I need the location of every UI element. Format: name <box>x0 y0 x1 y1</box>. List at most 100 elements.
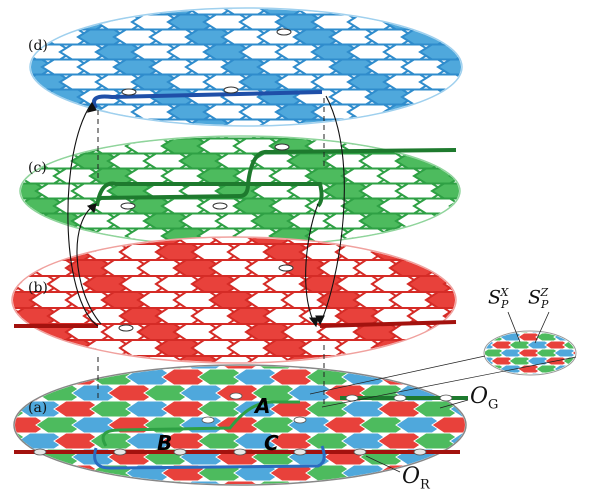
panel-a-hexagon-151 <box>359 480 409 484</box>
inset-hexagon-62 <box>500 381 524 389</box>
panel-c-hexagon-128 <box>412 227 459 245</box>
panel-b-hexagon-16 <box>0 228 6 244</box>
panel-b-hexagon-142 <box>28 355 80 362</box>
panel-d-hexagon-56 <box>436 28 461 46</box>
arrow-c-to-b <box>305 203 319 327</box>
panel-a-hexagon-146 <box>179 480 229 484</box>
panel-d-hexagon-142 <box>400 118 452 125</box>
panel-b-hexagon-46 <box>480 244 528 260</box>
panel-a-hexagon-44 <box>413 368 463 386</box>
panel-a-hexagon-108 <box>486 433 534 449</box>
panel-c-hexagon-18 <box>106 137 158 140</box>
panel-c-hexagon-117 <box>21 227 68 245</box>
panel-d-hexagon-145 <box>0 135 36 150</box>
panel-c-hexagon-115 <box>468 214 516 229</box>
panel-a-hexagon-142 <box>35 480 85 484</box>
panel-d-hexagon-15 <box>31 9 56 16</box>
panel-d-hexagon-25 <box>364 9 416 16</box>
panel-c-hexagon-29 <box>21 137 32 155</box>
panel-d-hexagon-26 <box>400 9 452 16</box>
panel-a-hexagon-162 <box>198 497 246 502</box>
panel-c-hexagon-70 <box>412 167 459 185</box>
panel-d-hexagon-17 <box>76 9 128 16</box>
panel-c-hexagon-86 <box>468 184 516 199</box>
panel-b-hexagon-29 <box>424 238 455 245</box>
panel-a-hexagon-169 <box>450 497 498 502</box>
inset-hexagon-15 <box>485 332 489 342</box>
panel-c-hexagon-0 <box>0 109 30 124</box>
operator-sz-sub: P <box>541 298 549 312</box>
panel-c-hexagon-12 <box>414 109 462 124</box>
inset-hexagon-4 <box>536 317 560 325</box>
panel-d-hexagon-14 <box>0 0 18 15</box>
panel-a-hexagon-32 <box>15 368 31 386</box>
panel-c-string-2 <box>95 181 324 208</box>
panel-d-hexagon-141 <box>364 118 416 125</box>
panel-d-hexagon-132 <box>40 118 92 125</box>
arrow-b-to-c <box>76 203 102 325</box>
panel-b-hexagon-76 <box>442 275 455 293</box>
inset-hexagon-58 <box>562 372 575 374</box>
panel-d-hexagon-24 <box>328 9 380 16</box>
panel-c-hexagon-127 <box>376 227 428 245</box>
panel-b-hexagon-140 <box>0 356 6 372</box>
operator-sz-base: S <box>528 286 542 309</box>
panel-d-hexagons <box>0 0 522 150</box>
panel-b-hexagon-153 <box>424 355 455 362</box>
panel-a-loop-green <box>101 400 300 447</box>
operator-or-base: O <box>402 464 421 489</box>
panel-d-hexagon-129 <box>454 103 461 121</box>
panel-d-hexagon-70 <box>418 43 461 61</box>
inset-hexagon-5 <box>554 317 578 325</box>
or-pointer <box>365 455 401 473</box>
inset-hexagon-8 <box>485 332 498 334</box>
panel-d-hexagon-115 <box>474 90 522 105</box>
panel-a-qubit-2 <box>233 448 247 456</box>
panel-d-hexagon-42 <box>454 13 461 31</box>
inset-hexagon-54 <box>490 372 516 374</box>
panel-c-hexagon-43 <box>0 154 12 169</box>
inset-hexagon-63 <box>518 381 542 389</box>
panel-d-hexagon-87 <box>31 73 38 91</box>
panel-d-hexagon-101 <box>0 90 18 105</box>
panel-a-qubit-9 <box>439 394 453 402</box>
panel-label-a: (a) <box>28 400 48 416</box>
panel-a-hexagon-19 <box>71 366 121 370</box>
panel-c-hexagon-72 <box>0 184 12 199</box>
panel-b-hexagon-14 <box>444 212 492 228</box>
panel-c-qubit-3 <box>274 143 290 151</box>
panel-c-hexagon-14 <box>0 124 12 139</box>
panel-d-hexagon-72 <box>0 60 18 75</box>
panel-b-hexagon-147 <box>208 355 260 362</box>
panel-c-hexagon-85 <box>430 182 459 200</box>
panel-a-hexagon-33 <box>17 368 67 386</box>
panel-c-hexagon-23 <box>286 137 338 140</box>
operator-sz-sup: Z <box>540 286 549 299</box>
panel-c-hexagon-129 <box>448 227 459 245</box>
panel-c-hexagon-1 <box>18 109 66 124</box>
panel-a-hexagon-17 <box>15 366 49 370</box>
panel-a-hexagon-18 <box>35 366 85 370</box>
panel-a-hexagon-154 <box>468 481 516 497</box>
panel-a-hexagon-143 <box>71 480 121 484</box>
panel-c-hexagon-24 <box>322 137 374 140</box>
panel-a-hexagon-170 <box>486 497 534 502</box>
panel-c-hexagon-99 <box>412 197 459 215</box>
panel-b-hexagon-122 <box>424 323 455 341</box>
operator-sx: SPX <box>488 286 516 311</box>
inset-hexagon-22 <box>455 341 479 349</box>
panel-d-qubit-1 <box>121 88 137 96</box>
panel-b-hexagon-45 <box>442 243 455 261</box>
panel-c-qubit-1 <box>120 202 136 210</box>
panel-c-hexagon-101 <box>0 214 12 229</box>
inset-pointer-1 <box>507 311 521 343</box>
panel-c-hexagon-30 <box>21 137 68 155</box>
panel-a-hexagon-141 <box>15 480 49 484</box>
panel-a-hexagon-161 <box>162 497 210 502</box>
stabilizer-inset <box>309 311 578 408</box>
panel-label-c: (c) <box>28 160 47 176</box>
panel-a-hexagon-144 <box>107 480 157 484</box>
panel-a-hexagon-16 <box>0 353 12 369</box>
panel-a-hexagon-1 <box>0 337 30 353</box>
panel-a-hexagon-27 <box>359 366 409 370</box>
